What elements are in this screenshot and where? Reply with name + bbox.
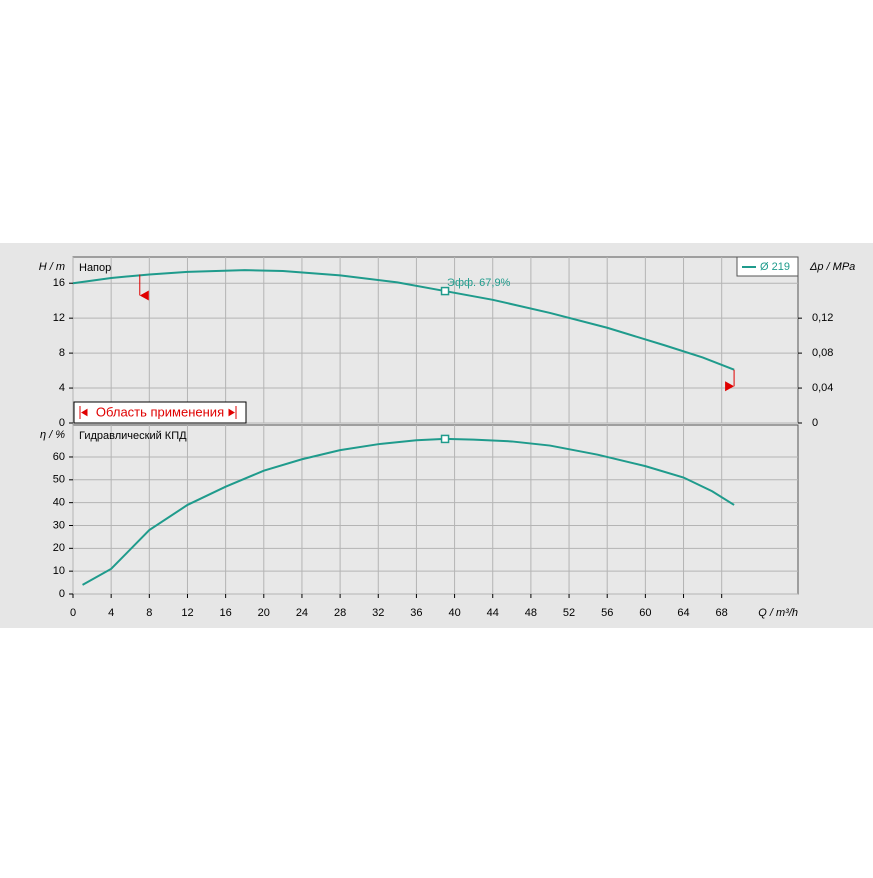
x-tick-label: 4: [108, 607, 114, 619]
legend-entry: Ø 219: [760, 261, 790, 273]
duty-point: [440, 286, 450, 296]
y-axis-label: η / %: [40, 429, 65, 441]
y-axis-label: H / m: [39, 261, 65, 273]
range-legend-box: [73, 401, 247, 424]
y-tick-label: 40: [53, 497, 65, 509]
legend-box: [736, 256, 799, 277]
y-tick-label: 50: [53, 474, 65, 486]
x-tick-label: 40: [448, 607, 460, 619]
curve: [82, 437, 735, 586]
x-tick-label: 52: [563, 607, 575, 619]
duty-point: [440, 434, 450, 444]
range-legend-label: Область применения: [96, 404, 224, 419]
y-tick-label: 4: [59, 382, 65, 394]
plot-area: [72, 424, 799, 595]
y-tick-label: 0: [59, 588, 65, 600]
x-tick-label: 60: [639, 607, 651, 619]
x-tick-label: 0: [70, 607, 76, 619]
y2-tick-label: 0: [812, 417, 818, 429]
duty-label: Эфф. 67,9%: [447, 277, 511, 289]
y-tick-label: 60: [53, 451, 65, 463]
y-tick-label: 20: [53, 542, 65, 554]
y2-tick-label: 0,04: [812, 382, 833, 394]
chart-title: Напор: [79, 262, 111, 274]
y-tick-label: 10: [53, 565, 65, 577]
x-axis-label: Q / m³/h: [758, 607, 798, 619]
y2-axis-label: Δp / MPa: [809, 261, 855, 273]
y-tick-label: 16: [53, 277, 65, 289]
x-tick-label: 12: [181, 607, 193, 619]
y2-tick-label: 0,12: [812, 312, 833, 324]
x-tick-label: 24: [296, 607, 308, 619]
x-tick-label: 16: [220, 607, 232, 619]
range-legend-arrows: [79, 406, 237, 419]
x-tick-label: 20: [258, 607, 270, 619]
range-min-marker: [139, 290, 149, 301]
plot-area: [72, 256, 799, 424]
x-tick-label: 28: [334, 607, 346, 619]
x-tick-label: 8: [146, 607, 152, 619]
x-tick-label: 48: [525, 607, 537, 619]
range-max-marker: [725, 381, 735, 392]
y2-tick-label: 0,08: [812, 347, 833, 359]
y-tick-label: 30: [53, 519, 65, 531]
x-tick-label: 36: [410, 607, 422, 619]
x-tick-label: 32: [372, 607, 384, 619]
x-tick-label: 56: [601, 607, 613, 619]
x-tick-label: 68: [716, 607, 728, 619]
y-tick-label: 0: [59, 417, 65, 429]
x-tick-label: 44: [487, 607, 499, 619]
chart-title: Гидравлический КПД: [79, 430, 187, 442]
y-tick-label: 8: [59, 347, 65, 359]
y-tick-label: 12: [53, 312, 65, 324]
x-tick-label: 64: [677, 607, 689, 619]
curve: [72, 269, 735, 371]
